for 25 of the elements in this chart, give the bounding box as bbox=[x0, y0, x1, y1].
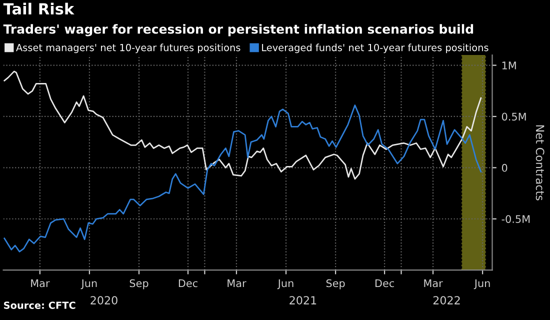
chart-subtitle: Traders' wager for recession or persistent inflation scenarios build bbox=[3, 24, 474, 36]
text: 2022 bbox=[433, 296, 460, 304]
y-tick-label: 0.5M bbox=[502, 112, 526, 121]
x-tick-label: Jun bbox=[277, 279, 294, 290]
x-tick-label: Dec bbox=[178, 279, 198, 288]
legend-label: Leveraged funds' net 10-year futures positions bbox=[262, 44, 488, 54]
x-tick-label: Mar bbox=[31, 279, 50, 288]
text: 2020 bbox=[90, 296, 118, 304]
y-tick-label: 1M bbox=[502, 62, 516, 70]
line-series bbox=[4, 70, 482, 180]
x-tick-label: Jun bbox=[80, 279, 97, 290]
x-tick-label: Mar bbox=[424, 279, 443, 288]
chart-title: Tail Risk bbox=[3, 2, 74, 15]
text: 2021 bbox=[290, 296, 316, 304]
y-tick-label: 0 bbox=[502, 164, 508, 172]
x-tick-label: Sep bbox=[130, 279, 148, 290]
legend-label: Asset managers' net 10-year futures positions bbox=[16, 44, 240, 54]
line-series bbox=[4, 104, 482, 252]
x-tick-label: Mar bbox=[228, 279, 246, 288]
x-tick-label: Sep bbox=[326, 279, 345, 290]
x-tick-label: Dec bbox=[375, 279, 394, 288]
y-axis-title: Net Contracts bbox=[536, 125, 544, 200]
x-tick-label: Jun bbox=[474, 279, 490, 290]
y-tick-label: -0.5M bbox=[502, 215, 530, 223]
source-note: Source: CFTC bbox=[4, 302, 76, 309]
